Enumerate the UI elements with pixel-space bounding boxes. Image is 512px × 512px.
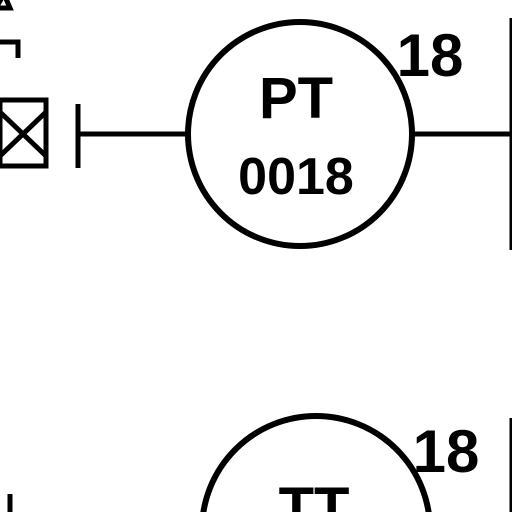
pt-instrument[interactable]: PT 0018 bbox=[185, 19, 415, 249]
pt-function-label: PT bbox=[259, 66, 333, 131]
tt-function-label: TT bbox=[279, 476, 350, 512]
pt-loop-number: 0018 bbox=[238, 148, 354, 206]
valve-actuator-top bbox=[0, 0, 14, 11]
valve-symbol bbox=[0, 0, 49, 169]
pt-bubble[interactable] bbox=[185, 19, 415, 249]
valve-stem-line bbox=[0, 39, 21, 58]
tt-sheet-ref: 18 bbox=[413, 418, 480, 485]
valve-body bbox=[0, 97, 49, 169]
valve-diagonal-b bbox=[0, 110, 48, 158]
tt-bubble[interactable] bbox=[200, 413, 432, 512]
pt-sheet-ref: 18 bbox=[397, 22, 464, 89]
tt-instrument[interactable]: TT bbox=[200, 413, 432, 512]
